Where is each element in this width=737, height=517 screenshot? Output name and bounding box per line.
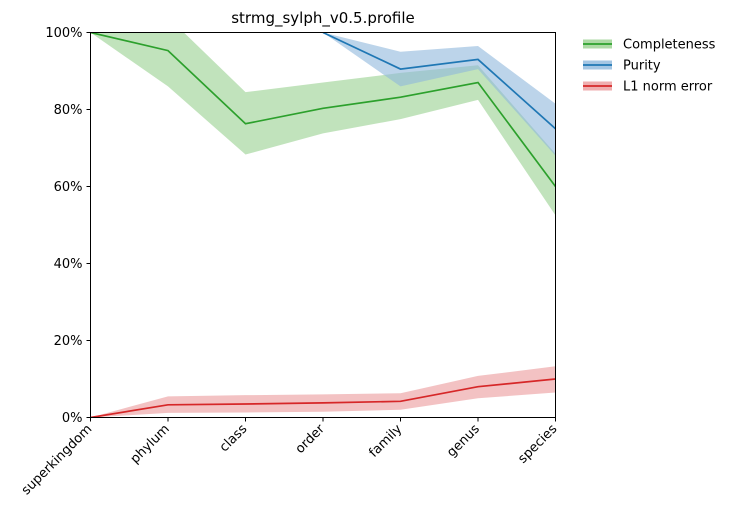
x-axis: superkingdom phylum class order family genus s…: [19, 417, 560, 498]
y-tick-label: 60%: [54, 180, 83, 195]
band-l1-norm-error: [90, 366, 556, 418]
y-tick-label: 40%: [54, 257, 83, 272]
x-tick-label: order: [293, 421, 329, 457]
chart-title: strmg_sylph_v0.5.profile: [231, 9, 415, 28]
y-tick-label: 0%: [62, 411, 83, 426]
y-tick-label: 100%: [45, 26, 82, 41]
x-tick-label: phylum: [128, 422, 173, 467]
line-completeness: [90, 32, 556, 188]
x-tick-label: species: [515, 422, 560, 467]
band-completeness: [90, 32, 556, 216]
y-tick-label: 80%: [54, 103, 83, 118]
y-axis: 0% 20% 40% 60% 80% 100%: [45, 26, 91, 426]
line-l1-norm-error: [90, 378, 556, 418]
legend-label-l1-norm-error: L1 norm error: [623, 80, 713, 95]
x-tick-label: genus: [444, 422, 483, 461]
series-lines: [90, 32, 556, 418]
x-tick-label: family: [366, 422, 405, 461]
confidence-bands: [90, 32, 556, 418]
legend-label-purity: Purity: [623, 59, 661, 74]
legend: Completeness Purity L1 norm error: [583, 38, 716, 95]
line-purity: [322, 32, 556, 130]
y-tick-label: 20%: [54, 334, 83, 349]
legend-label-completeness: Completeness: [623, 38, 716, 53]
band-purity: [323, 32, 556, 156]
x-tick-label: superkingdom: [19, 422, 95, 498]
x-tick-label: class: [217, 422, 251, 456]
